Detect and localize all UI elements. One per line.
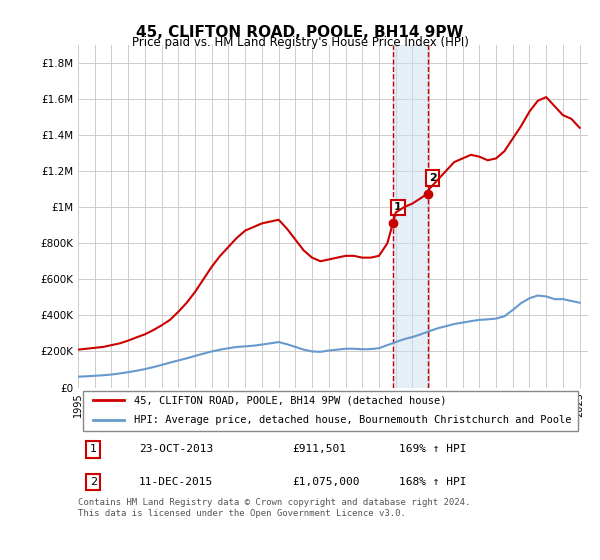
Text: 169% ↑ HPI: 169% ↑ HPI — [400, 444, 467, 454]
FancyBboxPatch shape — [83, 391, 578, 431]
Text: 45, CLIFTON ROAD, POOLE, BH14 9PW (detached house): 45, CLIFTON ROAD, POOLE, BH14 9PW (detac… — [134, 395, 446, 405]
Text: 1: 1 — [90, 444, 97, 454]
Text: 11-DEC-2015: 11-DEC-2015 — [139, 477, 214, 487]
Text: 168% ↑ HPI: 168% ↑ HPI — [400, 477, 467, 487]
Text: 23-OCT-2013: 23-OCT-2013 — [139, 444, 214, 454]
Text: 2: 2 — [429, 173, 437, 183]
Bar — [393, 45, 428, 388]
Text: £911,501: £911,501 — [292, 444, 346, 454]
Text: Contains HM Land Registry data © Crown copyright and database right 2024.
This d: Contains HM Land Registry data © Crown c… — [78, 498, 470, 518]
Text: £1,075,000: £1,075,000 — [292, 477, 360, 487]
Text: Price paid vs. HM Land Registry's House Price Index (HPI): Price paid vs. HM Land Registry's House … — [131, 36, 469, 49]
Text: 1: 1 — [394, 202, 402, 212]
Text: 45, CLIFTON ROAD, POOLE, BH14 9PW: 45, CLIFTON ROAD, POOLE, BH14 9PW — [136, 25, 464, 40]
Text: HPI: Average price, detached house, Bournemouth Christchurch and Poole: HPI: Average price, detached house, Bour… — [134, 415, 572, 425]
Text: 2: 2 — [90, 477, 97, 487]
